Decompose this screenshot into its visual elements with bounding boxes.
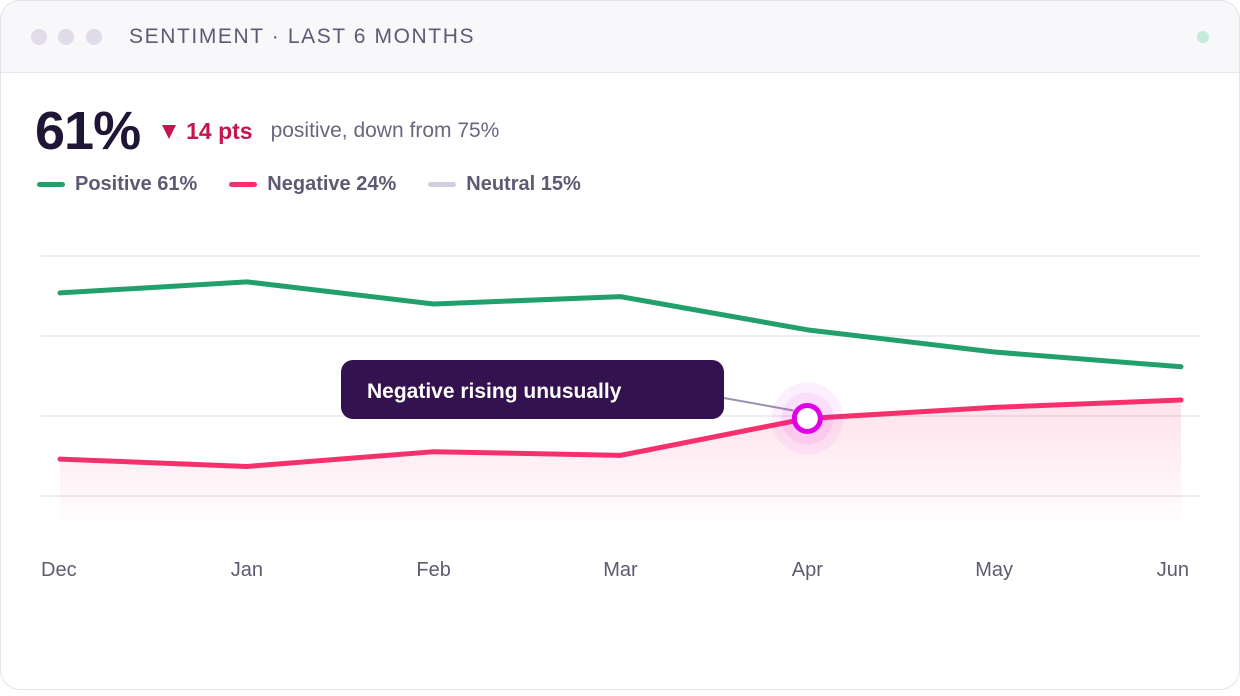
annotation-box: [341, 360, 724, 419]
legend-item-negative[interactable]: Negative 24%: [229, 173, 396, 196]
annotation-marker: [791, 402, 823, 434]
status-dot-icon: [1197, 31, 1209, 43]
x-tick-label: May: [975, 559, 1013, 581]
delta-description: positive, down from 75%: [270, 119, 500, 142]
x-tick-label: Dec: [41, 559, 77, 581]
legend-label: Negative 24%: [267, 173, 397, 195]
legend-swatch: [37, 182, 65, 187]
headline: 61% 14 pts positive, down from 75%: [35, 99, 499, 163]
legend-label: Neutral 15%: [466, 173, 581, 195]
legend-swatch: [229, 182, 258, 187]
title-bar: SENTIMENT · LAST 6 MONTHS: [1, 1, 1239, 73]
window-dot-icon: [86, 29, 102, 45]
window-dot-icon: [31, 29, 47, 45]
series-line-negative: [57, 397, 1184, 469]
x-tick-label: Apr: [792, 559, 823, 581]
annotation-connector: [723, 397, 794, 412]
window-dot-icon: [58, 29, 74, 45]
legend-item-neutral[interactable]: Neutral 15%: [428, 173, 581, 196]
delta-value: 14 pts: [186, 117, 253, 144]
down-triangle-icon: [162, 125, 177, 139]
legend-swatch: [428, 182, 457, 187]
positive-share-value: 61%: [35, 101, 141, 161]
series-line-positive: [57, 279, 1184, 370]
x-tick-label: Mar: [603, 559, 638, 581]
legend-label: Positive 61%: [75, 173, 198, 195]
x-tick-label: Jan: [231, 559, 263, 581]
delta-badge: 14 pts: [162, 117, 253, 145]
x-tick-label: Jun: [1157, 559, 1189, 581]
legend-item-positive[interactable]: Positive 61%: [37, 173, 197, 196]
x-tick-label: Feb: [416, 559, 450, 581]
negative-area: [60, 400, 1181, 531]
card-title: SENTIMENT · LAST 6 MONTHS: [129, 25, 476, 48]
annotation-text: Negative rising unusually: [367, 380, 622, 403]
legend: Positive 61% Negative 24% Neutral 15%: [37, 173, 613, 196]
